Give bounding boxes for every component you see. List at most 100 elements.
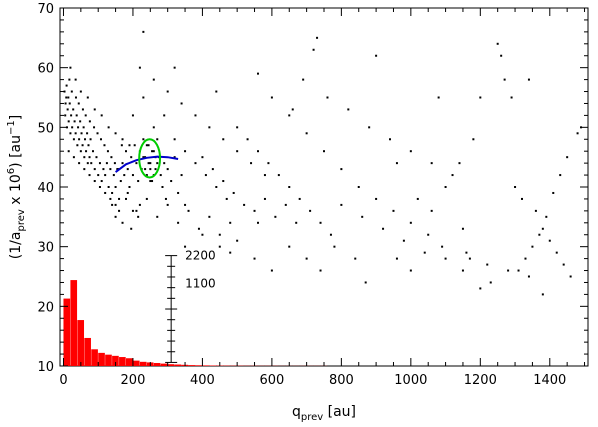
histogram-bar [132, 360, 140, 366]
scatter-point [177, 191, 180, 194]
scatter-point [89, 138, 92, 141]
scatter-point [100, 180, 103, 183]
scatter-point [152, 78, 155, 81]
scatter-point [63, 90, 66, 93]
scatter-point [479, 96, 482, 99]
scatter-point [229, 251, 232, 254]
scatter-point [201, 156, 204, 159]
scatter-point [92, 150, 94, 153]
scatter-point [309, 209, 312, 212]
scatter-point [126, 191, 129, 194]
x-axis-label: qprev [au] [292, 404, 356, 423]
scatter-point [541, 227, 544, 230]
scatter-point [163, 162, 166, 165]
scatter-point [392, 209, 395, 212]
scatter-point [180, 174, 183, 177]
scatter-point [277, 174, 280, 177]
scatter-point [97, 174, 100, 177]
x-axis-label-unit: [au] [323, 404, 356, 420]
scatter-point [86, 162, 89, 165]
scatter-point [340, 168, 343, 171]
scatter-point [96, 132, 99, 135]
scatter-point [430, 209, 433, 212]
scatter-point [130, 156, 133, 159]
histogram-count-axis: 2200 1100 [165, 249, 216, 363]
scatter-points [63, 30, 583, 296]
scatter-point [395, 162, 398, 165]
scatter-point [79, 90, 82, 93]
scatter-point [67, 120, 70, 123]
scatter-point [288, 245, 291, 248]
scatter-point [548, 239, 551, 242]
histogram-bar [105, 354, 112, 366]
scatter-point [166, 90, 169, 93]
scatter-point [250, 162, 253, 165]
scatter-point [486, 263, 489, 266]
histogram-bar [174, 364, 182, 366]
scatter-point [156, 215, 159, 218]
scatter-point [88, 156, 91, 159]
scatter-point [329, 233, 332, 236]
scatter-point [93, 126, 96, 129]
scatter-point [137, 180, 140, 183]
scatter-point [125, 150, 127, 153]
scatter-point [126, 168, 129, 171]
scatter-point [465, 251, 468, 254]
scatter-point [149, 162, 152, 165]
scatter-point [142, 156, 145, 159]
scatter-point [489, 281, 492, 284]
scatter-point [152, 150, 155, 153]
scatter-point [541, 293, 544, 296]
scatter-point [151, 150, 154, 153]
scatter-point [225, 197, 228, 200]
scatter-point [253, 257, 256, 260]
histogram-bar [153, 363, 161, 366]
scatter-point [114, 132, 117, 135]
scatter-point [164, 197, 167, 200]
x-tick-label: 1000 [394, 373, 427, 388]
highlight-circle [138, 138, 162, 179]
scatter-point [159, 174, 162, 177]
scatter-point [135, 162, 138, 165]
x-tick-label: 600 [259, 373, 284, 388]
y-tick-label: 60 [37, 62, 54, 77]
scatter-point [68, 78, 71, 81]
scatter-point [208, 126, 211, 129]
scatter-point [98, 162, 101, 165]
scatter-point [64, 102, 67, 105]
scatter-point [173, 66, 176, 69]
scatter-point [66, 108, 69, 111]
scatter-point [173, 156, 176, 159]
x-tick-label: 1200 [464, 373, 497, 388]
scatter-point [184, 245, 187, 248]
scatter-point [305, 257, 308, 260]
scatter-point [120, 144, 123, 147]
x-tick-label: 0 [59, 373, 67, 388]
scatter-point [423, 251, 426, 254]
scatter-point [347, 108, 350, 111]
scatter-point [107, 186, 110, 188]
scatter-point [145, 144, 148, 147]
scatter-point [236, 239, 239, 242]
scatter-point [270, 269, 273, 272]
scatter-point [166, 203, 169, 206]
scatter-point [538, 233, 541, 236]
scatter-point [430, 162, 433, 165]
scatter-point [472, 138, 475, 141]
scatter-point [291, 108, 294, 111]
scatter-point [131, 114, 134, 117]
scatter-point [163, 114, 166, 117]
scatter-point [74, 132, 77, 135]
scatter-point [184, 150, 187, 153]
scatter-point [71, 126, 74, 129]
inset-tick-label: 2200 [185, 249, 216, 263]
scatter-point [444, 257, 447, 260]
scatter-point [229, 221, 232, 224]
scatter-point [72, 156, 75, 159]
y-tick-label: 10 [37, 360, 54, 375]
histogram-bar [98, 352, 105, 366]
scatter-point [173, 138, 176, 141]
scatter-point [74, 78, 77, 81]
scatter-point [316, 36, 319, 39]
scatter-point [510, 96, 513, 99]
